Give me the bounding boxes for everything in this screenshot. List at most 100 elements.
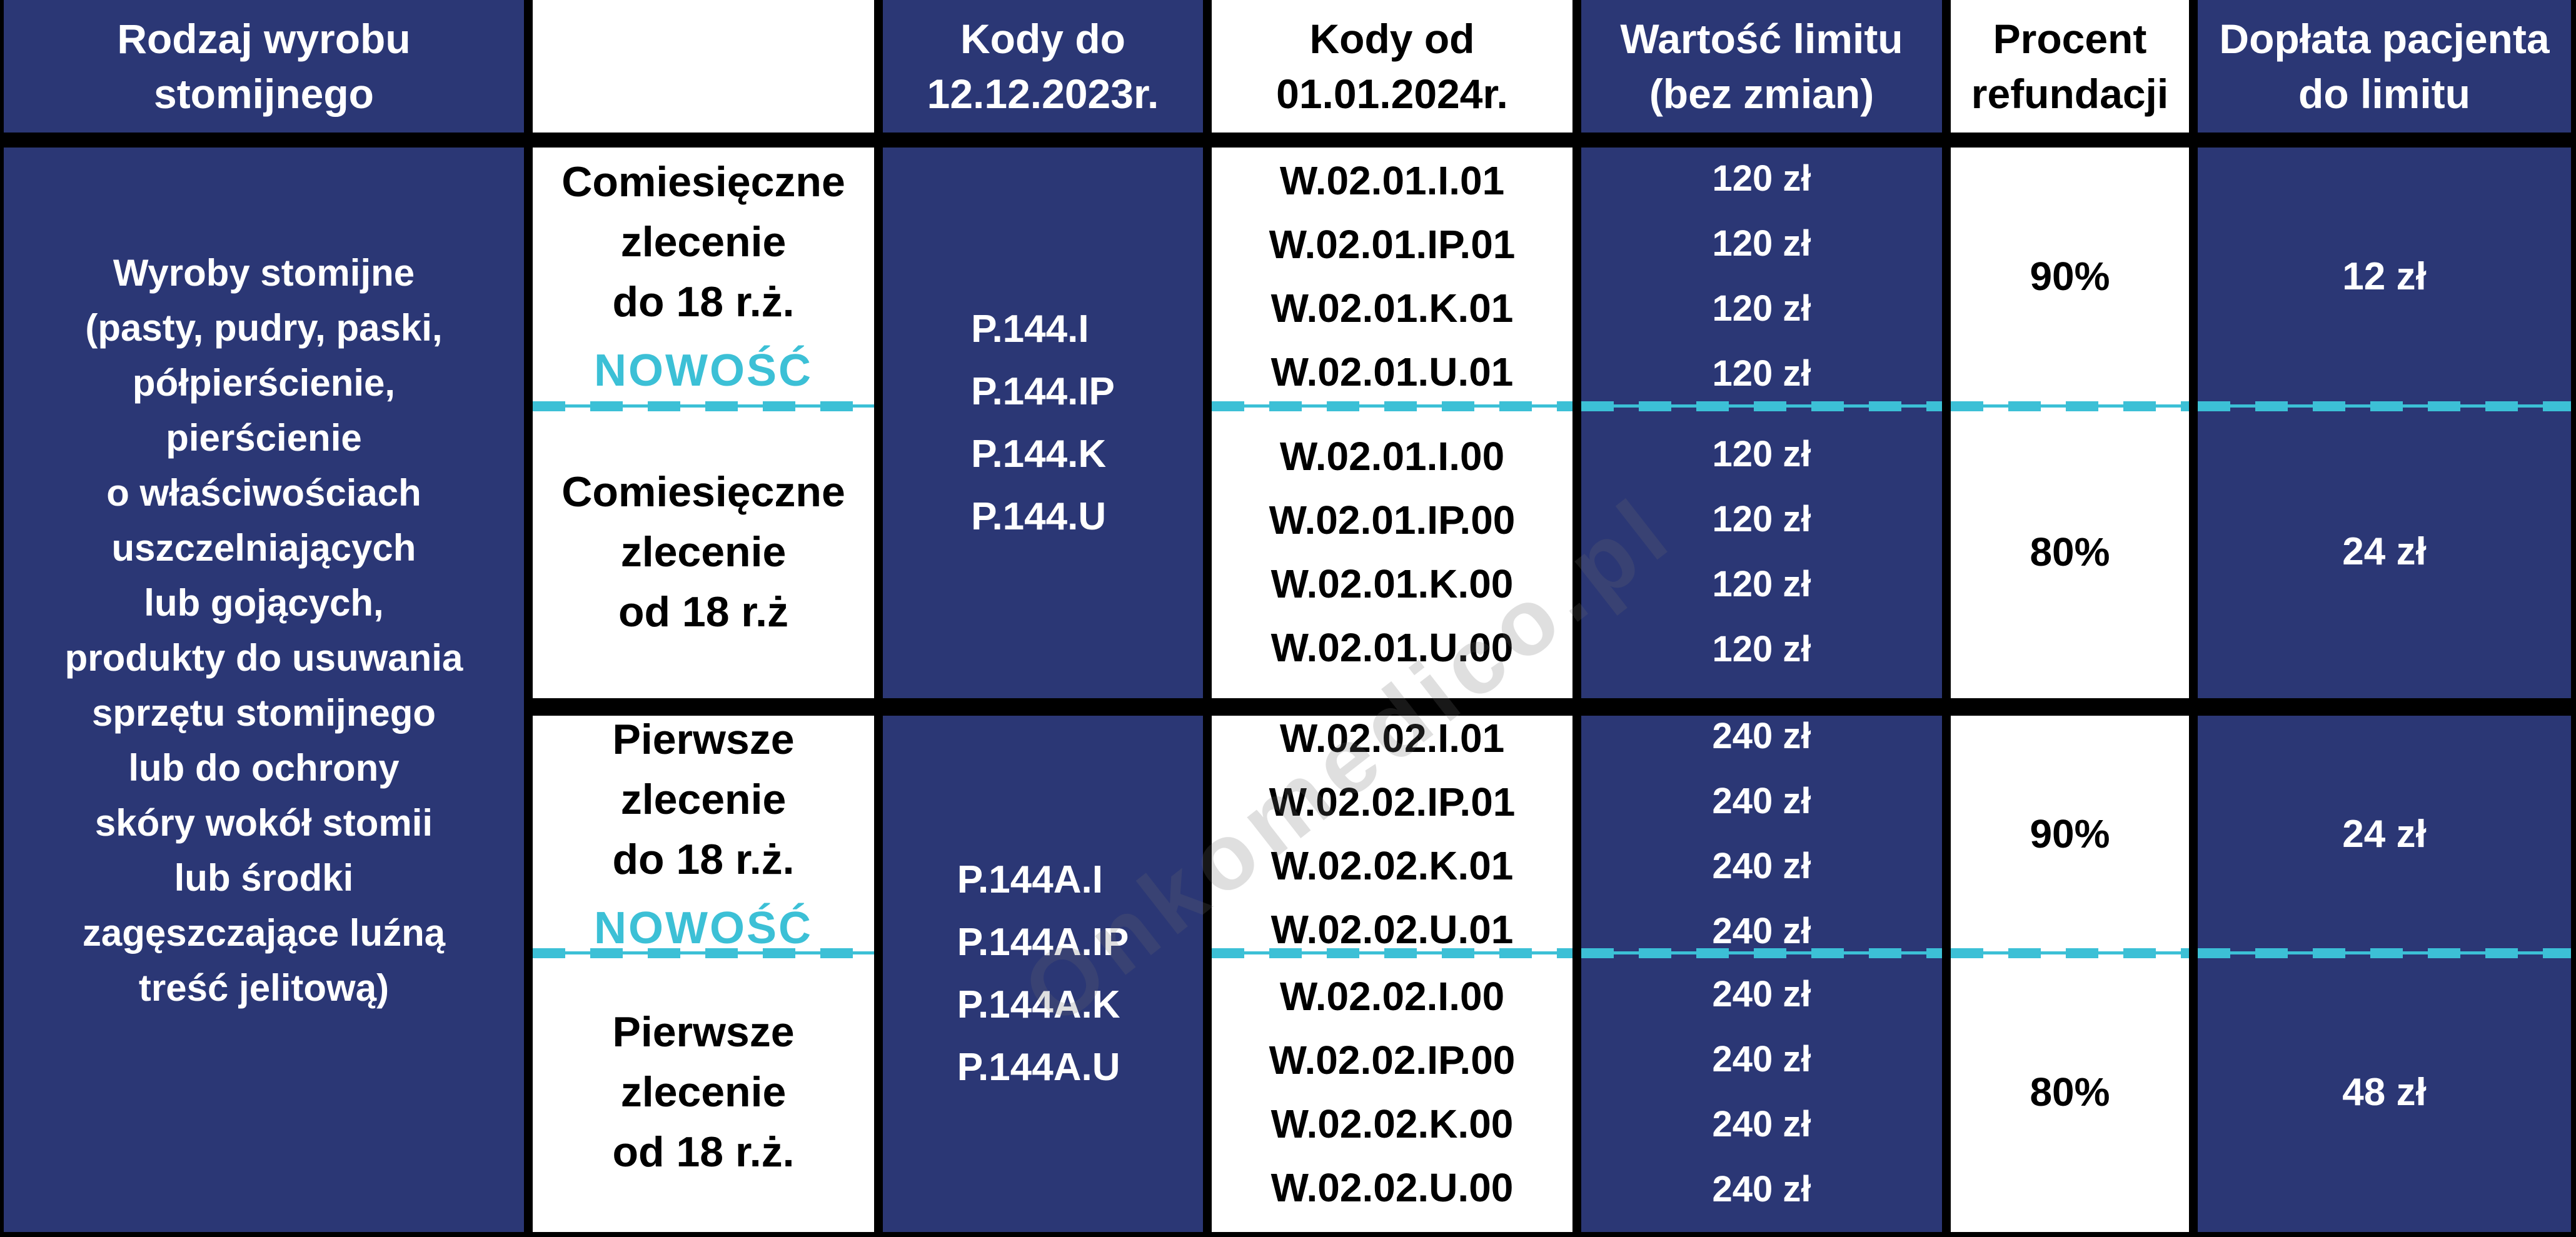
- refund-percent-cell: 90%: [1951, 716, 2198, 958]
- code-line: W.02.01.I.01: [1279, 158, 1505, 203]
- refund-percent-cell: 90%: [1951, 148, 2198, 411]
- limit-line: 240 zł: [1712, 1169, 1811, 1209]
- order-line: zlecenie: [620, 218, 787, 266]
- patient-copay-cell: 24 zł: [2198, 716, 2571, 958]
- header-line: Procent: [1993, 16, 2147, 62]
- order-line: Pierwsze: [612, 716, 795, 763]
- limit-line: 120 zł: [1712, 498, 1811, 539]
- header-line: do limitu: [2298, 71, 2470, 117]
- order-type-cell-monthly-under18: Comiesięczne zlecenie do 18 r.ż. NOWOŚĆ: [533, 148, 883, 411]
- patient-copay-cell: 12 zł: [2198, 148, 2571, 411]
- header-separator: [4, 133, 2571, 148]
- code-line: P.144.IP: [971, 369, 1115, 413]
- limit-line: 240 zł: [1712, 781, 1811, 821]
- new-badge: NOWOŚĆ: [594, 346, 813, 396]
- header-line: Rodzaj wyrobu: [117, 16, 411, 62]
- code-line: W.02.01.U.01: [1270, 349, 1514, 394]
- header-refund-percent: Procent refundacji: [1951, 0, 2198, 133]
- limit-line: 120 zł: [1712, 433, 1811, 474]
- limit-line: 120 zł: [1712, 353, 1811, 394]
- code-line: P.144A.IP: [957, 921, 1129, 964]
- header-line: refundacji: [1971, 71, 2169, 117]
- order-line: Comiesięczne: [561, 158, 845, 206]
- order-line: zlecenie: [620, 1068, 787, 1116]
- order-line: do 18 r.ż.: [612, 836, 795, 883]
- product-line: pierścienie: [166, 416, 362, 459]
- old-codes-cell-p144a: P.144A.I P.144A.IP P.144A.K P.144A.U: [883, 716, 1212, 1232]
- code-line: W.02.01.U.00: [1270, 624, 1514, 670]
- limit-line: 120 zł: [1712, 158, 1811, 199]
- code-line: W.02.02.IP.01: [1269, 779, 1516, 824]
- code-line: P.144A.I: [957, 858, 1103, 901]
- order-line: do 18 r.ż.: [612, 278, 795, 326]
- order-line: od 18 r.ż.: [612, 1128, 795, 1176]
- code-line: P.144.I: [971, 307, 1089, 351]
- header-product-type: Rodzaj wyrobu stomijnego: [4, 0, 533, 133]
- limit-line: 120 zł: [1712, 628, 1811, 669]
- code-line: W.02.02.IP.00: [1269, 1038, 1516, 1083]
- product-line: Wyroby stomijne: [113, 251, 415, 294]
- header-line: (bez zmian): [1649, 71, 1874, 117]
- order-line: od 18 r.ż: [618, 588, 789, 636]
- limit-values-cell: 240 zł 240 zł 240 zł 240 zł: [1581, 952, 1951, 1232]
- new-codes-cell: W.02.02.I.00 W.02.02.IP.00 W.02.02.K.00 …: [1212, 952, 1581, 1232]
- limit-line: 240 zł: [1712, 716, 1811, 756]
- product-line: produkty do usuwania: [64, 636, 463, 679]
- header-patient-copay: Dopłata pacjenta do limitu: [2198, 0, 2571, 133]
- refund-percent-cell: 80%: [1951, 952, 2198, 1232]
- header-line: Kody do: [960, 16, 1125, 62]
- refund-percent-cell: 80%: [1951, 405, 2198, 698]
- old-codes-block: P.144.I P.144.IP P.144.K P.144.U: [971, 298, 1115, 548]
- header-order-type-empty: [533, 0, 883, 133]
- code-line: W.02.02.U.00: [1270, 1165, 1514, 1210]
- order-line: zlecenie: [620, 528, 787, 576]
- header-codes-new: Kody od 01.01.2024r.: [1212, 0, 1581, 133]
- header-line: Dopłata pacjenta: [2219, 16, 2550, 62]
- new-codes-cell: W.02.01.I.00 W.02.01.IP.00 W.02.01.K.00 …: [1212, 405, 1581, 698]
- order-type-cell-first-under18: Pierwsze zlecenie do 18 r.ż. NOWOŚĆ: [533, 716, 883, 958]
- limit-line: 240 zł: [1712, 911, 1811, 951]
- code-line: W.02.02.K.00: [1270, 1101, 1514, 1146]
- product-line: półpierścienie,: [132, 361, 396, 404]
- product-description-cell: Wyroby stomijne (pasty, pudry, paski, pó…: [4, 148, 533, 1232]
- patient-copay-cell: 24 zł: [2198, 405, 2571, 698]
- limit-line: 240 zł: [1712, 1039, 1811, 1079]
- limit-line: 120 zł: [1712, 563, 1811, 604]
- product-line: uszczelniających: [111, 526, 416, 569]
- order-type-cell-first-over18: Pierwsze zlecenie od 18 r.ż.: [533, 952, 883, 1232]
- new-codes-cell: W.02.02.I.01 W.02.02.IP.01 W.02.02.K.01 …: [1212, 716, 1581, 958]
- code-line: W.02.01.K.01: [1270, 286, 1514, 331]
- refund-value: 90%: [2030, 811, 2110, 856]
- copay-value: 48 zł: [2342, 1070, 2427, 1114]
- code-line: W.02.01.I.00: [1279, 433, 1505, 479]
- header-line: 01.01.2024r.: [1276, 71, 1508, 117]
- limit-line: 240 zł: [1712, 1104, 1811, 1144]
- product-line: treść jelitową): [138, 966, 390, 1009]
- code-line: P.144A.K: [957, 983, 1120, 1026]
- product-line: sprzętu stomijnego: [91, 691, 436, 734]
- order-line: Comiesięczne: [561, 468, 845, 516]
- copay-value: 24 zł: [2342, 812, 2427, 856]
- old-codes-block: P.144A.I P.144A.IP P.144A.K P.144A.U: [957, 849, 1129, 1099]
- code-line: W.02.02.U.01: [1270, 907, 1514, 952]
- header-limit-value: Wartość limitu (bez zmian): [1581, 0, 1951, 133]
- product-line: lub gojących,: [144, 581, 384, 624]
- patient-copay-cell: 48 zł: [2198, 952, 2571, 1232]
- table-grid: Rodzaj wyrobu stomijnego Kody do 12.12.2…: [4, 0, 2571, 1232]
- product-line: skóry wokół stomii: [94, 801, 433, 844]
- limit-line: 240 zł: [1712, 974, 1811, 1014]
- limit-values-cell: 120 zł 120 zł 120 zł 120 zł: [1581, 405, 1951, 698]
- header-line: stomijnego: [153, 71, 374, 117]
- code-line: W.02.01.IP.01: [1269, 222, 1516, 267]
- limit-line: 240 zł: [1712, 846, 1811, 886]
- section-separator: [533, 698, 2571, 716]
- order-line: zlecenie: [620, 776, 787, 823]
- header-codes-old: Kody do 12.12.2023r.: [883, 0, 1212, 133]
- limit-values-cell: 120 zł 120 zł 120 zł 120 zł: [1581, 148, 1951, 411]
- product-line: lub do ochrony: [128, 746, 400, 789]
- product-line: (pasty, pudry, paski,: [85, 306, 443, 349]
- code-line: W.02.01.IP.00: [1269, 497, 1516, 543]
- refund-value: 80%: [2030, 1069, 2110, 1114]
- copay-value: 12 zł: [2342, 254, 2427, 298]
- refund-value: 90%: [2030, 254, 2110, 299]
